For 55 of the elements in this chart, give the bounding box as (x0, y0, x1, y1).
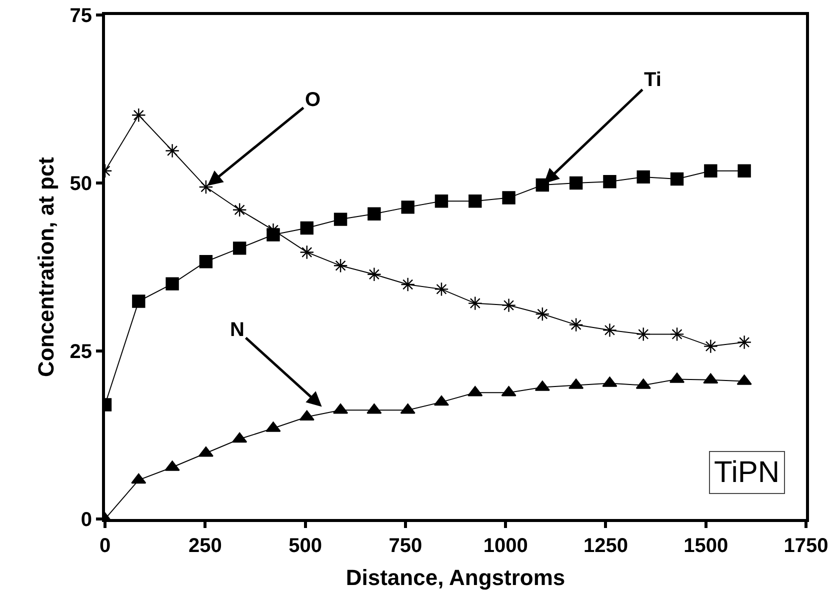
point (703, 339, 718, 354)
y-tick-label: 75 (70, 5, 92, 27)
annotation: N (230, 319, 244, 341)
x-tick-label: 1750 (784, 535, 828, 557)
point (670, 327, 684, 342)
point (704, 164, 718, 178)
annotation: O (305, 89, 321, 111)
x-tick-label: 1250 (583, 535, 628, 557)
y-tick-label: 50 (70, 173, 92, 195)
point (368, 207, 381, 221)
point (199, 255, 213, 268)
point (502, 298, 516, 312)
point (468, 296, 482, 310)
y-tick-label: 0 (80, 509, 92, 531)
point (670, 172, 684, 186)
point (434, 194, 448, 208)
y-tick-label: 25 (70, 341, 92, 363)
point (232, 432, 248, 443)
annotation: TiPN (714, 456, 780, 489)
point (401, 200, 414, 214)
point (400, 277, 416, 292)
point (131, 108, 146, 122)
x-axis-title: Distance, Angstroms (346, 564, 566, 590)
point (198, 180, 214, 194)
point (603, 175, 616, 188)
point (434, 282, 449, 296)
point (333, 258, 348, 273)
x-tick-label: 1500 (684, 535, 728, 557)
x-tick-label: 1000 (483, 535, 528, 557)
point (166, 277, 179, 290)
y-axis-title: Concentration, at pct (34, 156, 59, 378)
x-tick-label: 750 (388, 535, 422, 557)
point (569, 176, 583, 190)
point (535, 306, 550, 322)
x-tick-label: 250 (188, 535, 222, 557)
annotation: Ti (644, 69, 662, 91)
point (334, 212, 348, 226)
point (568, 318, 584, 332)
point (602, 322, 617, 338)
point (737, 335, 752, 350)
x-tick-label: 500 (288, 535, 322, 557)
point (165, 144, 180, 158)
point (132, 294, 146, 308)
point (131, 473, 146, 484)
x-tick-label: 0 (99, 535, 111, 557)
point (232, 242, 246, 255)
point (468, 194, 482, 208)
point (300, 245, 314, 260)
point (636, 170, 650, 184)
point (300, 221, 314, 235)
point (366, 267, 382, 282)
point (232, 202, 247, 218)
point (738, 164, 751, 178)
point (636, 327, 651, 342)
point (502, 191, 516, 204)
